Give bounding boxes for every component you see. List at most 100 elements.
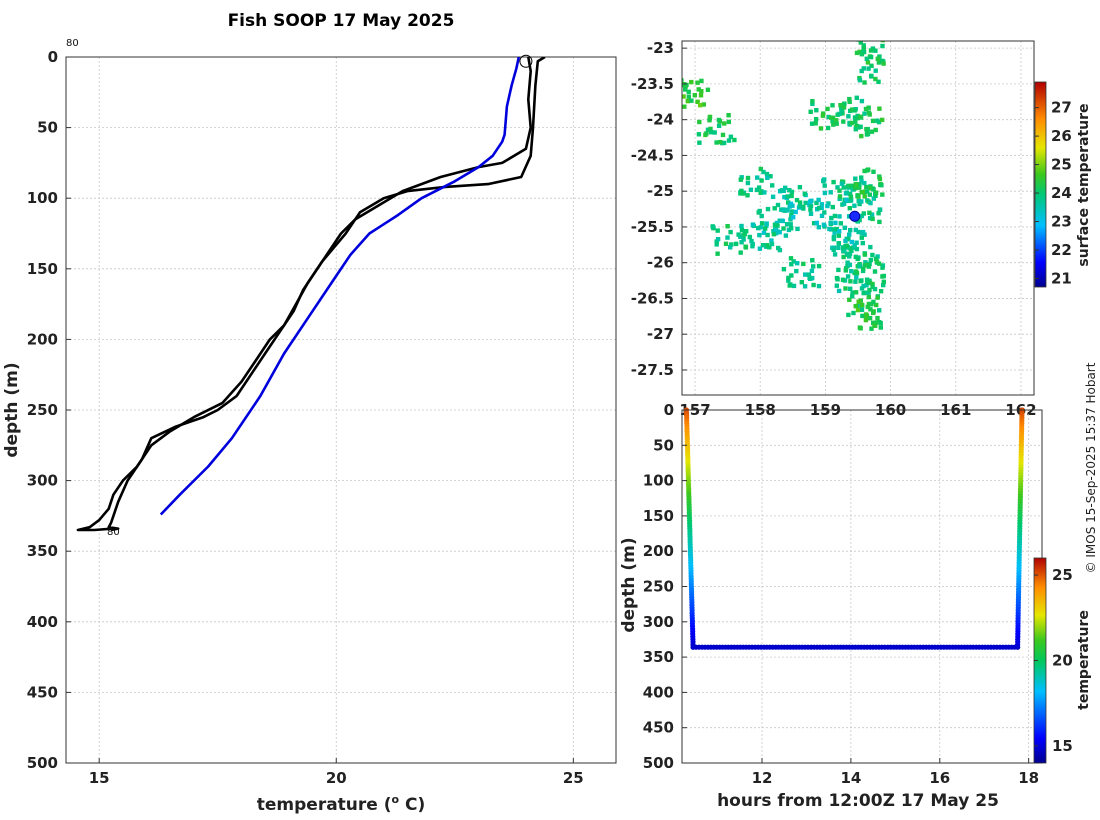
- sst-pixel: [877, 308, 882, 313]
- sst-pixel: [863, 106, 869, 112]
- sst-pixel: [840, 277, 846, 282]
- sst-pixel: [829, 115, 834, 120]
- sst-pixel: [869, 129, 875, 134]
- sst-pixel: [729, 242, 734, 247]
- sst-pixel: [875, 254, 880, 259]
- sst-pixel: [744, 229, 749, 234]
- sst-pixel: [739, 188, 744, 194]
- sst-pixel: [754, 187, 760, 193]
- sst-pixel: [787, 188, 792, 193]
- sst-pixel: [810, 258, 815, 263]
- sst-pixel: [866, 294, 871, 300]
- track-y-tick-label: 450: [643, 719, 674, 737]
- sst-pixel: [861, 211, 866, 216]
- sst-pixel: [819, 202, 825, 207]
- sst-pixel: [855, 113, 860, 119]
- sst-pixel: [708, 130, 714, 135]
- sst-pixel: [867, 192, 872, 197]
- model-profile-line: [159, 57, 521, 516]
- track-grid: [682, 409, 1042, 764]
- sst-pixel: [880, 41, 885, 43]
- sst-pixel: [861, 49, 866, 54]
- sst-pixel: [822, 190, 828, 196]
- sst-pixel: [739, 223, 744, 229]
- sst-pixel: [712, 130, 717, 135]
- sst-pixel: [829, 215, 834, 221]
- sst-pixel: [811, 221, 817, 226]
- sst-pixel: [673, 94, 677, 98]
- sst-pixel: [761, 169, 766, 175]
- sst-pixel: [862, 252, 868, 257]
- sst-pixel: [837, 111, 842, 117]
- sst-pixel: [864, 127, 869, 132]
- sst-pixel: [844, 243, 849, 248]
- sst-pixel: [847, 206, 852, 211]
- sst-pixel: [698, 103, 703, 108]
- sst-pixel: [870, 216, 875, 222]
- sst-pixel: [880, 192, 885, 197]
- sst-pixel: [794, 268, 799, 274]
- sst-pixel: [878, 325, 883, 330]
- sst-pixel: [868, 185, 873, 191]
- sst-pixel: [847, 96, 852, 102]
- sst-pixel: [834, 121, 839, 126]
- sst-pixel: [827, 226, 832, 232]
- sst-pixel: [854, 240, 859, 245]
- sst-pixel: [857, 185, 862, 190]
- sst-pixel: [803, 200, 808, 206]
- sst-pixel: [682, 104, 687, 109]
- sst-pixel: [738, 250, 743, 255]
- sst-pixel: [802, 284, 808, 289]
- sst-pixel: [722, 121, 727, 126]
- sst-pixel: [859, 189, 864, 195]
- sst-pixel: [828, 190, 833, 195]
- sst-pixel: [867, 280, 873, 286]
- sst-pixel: [856, 229, 861, 235]
- sst-pixel: [779, 218, 784, 223]
- sst-pixel: [845, 260, 850, 265]
- sst-pixel: [695, 99, 700, 104]
- sst-pixel: [860, 313, 865, 319]
- sst-pixel: [844, 190, 850, 195]
- sst-pixel: [689, 79, 694, 85]
- y-tick-label: 500: [27, 754, 58, 772]
- sst-pixel: [740, 191, 745, 196]
- sst-pixel: [783, 233, 789, 238]
- sst-pixel: [878, 320, 883, 326]
- temperature-depth-profile: Fish SOOP 17 May 2025 15 20 25 0 50 100 150 20…: [2, 11, 617, 815]
- sst-pixel: [875, 315, 880, 321]
- sst-patches: [673, 36, 886, 331]
- sst-pixel: [859, 199, 864, 204]
- sst-pixel: [739, 227, 745, 233]
- sst-pixel: [769, 238, 774, 243]
- sst-pixel: [741, 237, 746, 242]
- sst-pixel: [775, 223, 780, 228]
- sst-pixel: [853, 127, 858, 132]
- sst-pixel: [877, 174, 882, 179]
- sst-pixel: [855, 256, 860, 262]
- sst-pixel: [760, 243, 766, 248]
- sst-pixel: [868, 200, 873, 206]
- sst-pixel: [868, 54, 874, 60]
- sst-pixel: [697, 140, 702, 145]
- sst-pixel: [745, 180, 751, 186]
- start-marker: [519, 54, 533, 68]
- sst-pixel: [770, 183, 775, 188]
- sst-pixel: [841, 185, 846, 190]
- sst-pixel: [866, 110, 872, 115]
- sst-pixel: [859, 278, 864, 283]
- sst-pixel: [683, 87, 688, 92]
- sst-pixel: [857, 264, 863, 269]
- sst-pixel: [855, 36, 859, 40]
- sst-pixel: [808, 199, 813, 204]
- sst-pixel: [788, 222, 793, 227]
- sst-pixel: [698, 93, 704, 98]
- sst-pixel: [775, 229, 780, 234]
- sst-pixel: [860, 268, 866, 274]
- sst-pixel: [830, 204, 835, 210]
- sst-pixel: [838, 221, 843, 226]
- sst-pixel: [758, 225, 764, 230]
- sst-pixel: [853, 227, 858, 233]
- sst-pixel: [843, 286, 848, 291]
